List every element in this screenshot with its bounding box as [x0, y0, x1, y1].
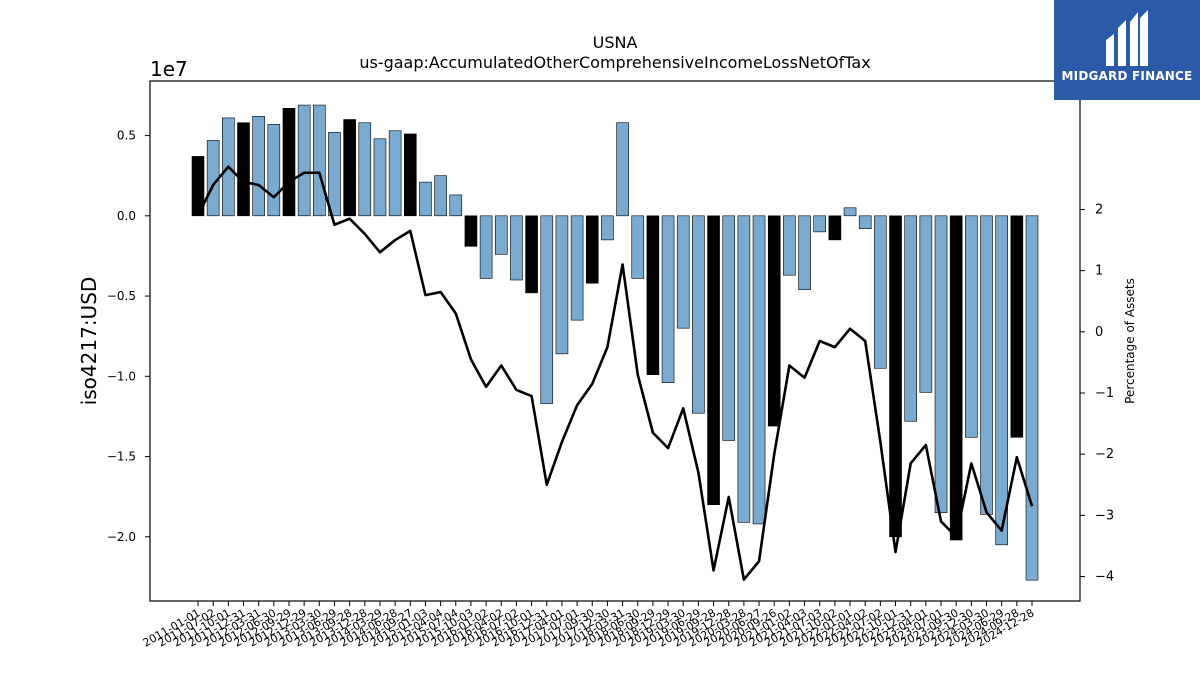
y2-tick-label: 2	[1095, 202, 1103, 217]
bar	[555, 215, 569, 355]
y-tick-label: 0.5	[117, 129, 136, 143]
bar	[449, 194, 463, 217]
percentage-line-group	[196, 165, 1034, 581]
percentage-line	[196, 165, 1034, 581]
bar	[722, 215, 736, 441]
bar	[252, 116, 265, 217]
bar	[464, 215, 478, 247]
y2-axis-ticks: 2 1 0 −1 −2 −3 −4	[1080, 202, 1114, 585]
bar	[889, 215, 902, 538]
bar	[995, 215, 1008, 546]
bar	[919, 215, 933, 393]
bar	[934, 215, 948, 514]
bar	[767, 215, 781, 427]
y-tick-label: −1.5	[107, 450, 136, 464]
y-tick-label: 0.0	[117, 209, 136, 223]
y2-axis-label: Percentage of Assets	[1123, 278, 1137, 404]
bar	[904, 215, 917, 422]
bar	[813, 215, 827, 233]
bar	[874, 215, 887, 369]
y-tick-label: −1.0	[107, 369, 136, 383]
y2-tick-label: −3	[1095, 508, 1114, 523]
bar	[358, 122, 372, 217]
bar	[570, 215, 584, 321]
bar	[752, 215, 766, 525]
bar	[191, 156, 205, 217]
bar	[494, 215, 508, 255]
bar	[313, 104, 326, 217]
bar	[631, 215, 645, 279]
bar	[858, 215, 872, 229]
bar	[737, 215, 751, 523]
bar	[328, 132, 341, 217]
bar	[343, 119, 356, 217]
bar	[949, 215, 963, 541]
bar	[843, 207, 857, 217]
y2-tick-label: −4	[1095, 570, 1114, 585]
bar	[798, 215, 811, 290]
logo-text: MIDGARD FINANCE	[1061, 69, 1193, 83]
bar	[282, 107, 296, 217]
chart-subtitle: us-gaap:AccumulatedOtherComprehensiveInc…	[359, 53, 870, 72]
bar	[676, 215, 690, 329]
bar	[601, 215, 614, 241]
bar	[783, 215, 796, 276]
bar	[1010, 215, 1024, 438]
plot-frame	[149, 80, 1081, 602]
bar	[616, 122, 629, 217]
bar	[1025, 215, 1039, 581]
y-axis-label: iso4217:USD	[77, 277, 101, 406]
y-axis-ticks: 0.5 0.0 −0.5 −1.0 −1.5 −2.0	[107, 129, 150, 544]
y-tick-label: −0.5	[107, 289, 136, 303]
chart-title: USNA	[593, 33, 638, 52]
bar	[980, 215, 993, 515]
bar	[540, 215, 554, 404]
bar	[510, 215, 523, 281]
bar	[646, 215, 660, 375]
brand-logo: MIDGARD FINANCE	[1054, 0, 1200, 100]
bar	[828, 215, 842, 241]
bar	[237, 122, 250, 217]
bar	[297, 104, 311, 217]
bar	[479, 215, 493, 279]
y2-tick-label: −2	[1095, 447, 1114, 462]
y-tick-label: −2.0	[107, 530, 136, 544]
bar	[525, 215, 538, 294]
bar	[692, 215, 705, 414]
bar	[403, 133, 417, 217]
bar	[965, 215, 978, 438]
bars-group	[191, 104, 1039, 581]
y2-tick-label: −1	[1095, 386, 1114, 401]
bar	[388, 130, 402, 217]
bar	[585, 215, 599, 284]
bar	[373, 138, 387, 217]
bar	[707, 215, 720, 506]
bar	[434, 175, 447, 217]
y2-tick-label: 1	[1095, 264, 1103, 279]
x-axis-ticks: 2011-01-012011-07-022011-10-012011-12-31…	[141, 601, 1037, 650]
bar	[419, 181, 432, 217]
logo-mark-icon	[1106, 10, 1148, 66]
bar	[661, 215, 675, 384]
bar	[267, 124, 281, 217]
y2-tick-label: 0	[1095, 325, 1103, 340]
y-exponent-label: 1e7	[150, 57, 188, 81]
